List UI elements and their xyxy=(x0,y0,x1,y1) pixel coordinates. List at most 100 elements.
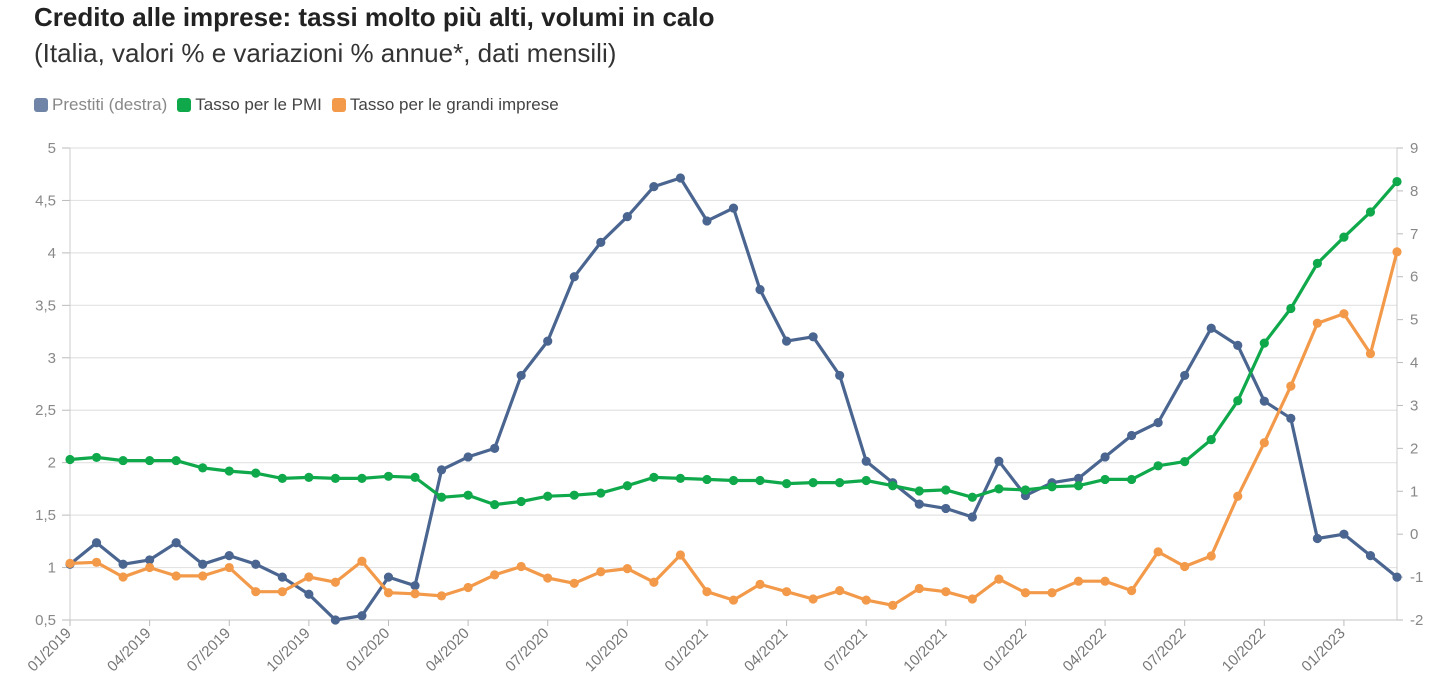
data-point-prestiti[interactable] xyxy=(569,272,579,282)
legend-item-grandi-imprese[interactable]: Tasso per le grandi imprese xyxy=(331,95,559,115)
data-point-prestiti[interactable] xyxy=(436,465,447,475)
data-point-grandi-imprese[interactable] xyxy=(436,591,447,601)
data-point-grandi-imprese[interactable] xyxy=(967,594,977,604)
data-point-pmi[interactable] xyxy=(410,472,420,482)
data-point-prestiti[interactable] xyxy=(277,572,287,582)
data-point-grandi-imprese[interactable] xyxy=(1392,247,1402,257)
data-point-pmi[interactable] xyxy=(1206,434,1216,445)
data-point-grandi-imprese[interactable] xyxy=(1180,561,1190,572)
data-point-pmi[interactable] xyxy=(251,468,261,478)
data-point-grandi-imprese[interactable] xyxy=(755,579,765,589)
data-point-pmi[interactable] xyxy=(649,472,659,482)
data-point-grandi-imprese[interactable] xyxy=(91,557,102,567)
data-point-pmi[interactable] xyxy=(569,490,579,500)
data-point-grandi-imprese[interactable] xyxy=(596,567,606,577)
data-point-pmi[interactable] xyxy=(490,500,500,510)
data-point-prestiti[interactable] xyxy=(1259,396,1269,406)
data-point-pmi[interactable] xyxy=(1127,474,1137,485)
data-point-prestiti[interactable] xyxy=(304,589,314,599)
data-point-grandi-imprese[interactable] xyxy=(941,587,951,597)
data-point-pmi[interactable] xyxy=(357,473,367,483)
data-point-prestiti[interactable] xyxy=(118,559,128,569)
data-point-grandi-imprese[interactable] xyxy=(543,573,553,583)
data-point-grandi-imprese[interactable] xyxy=(649,577,659,587)
data-point-prestiti[interactable] xyxy=(1233,340,1243,350)
data-point-pmi[interactable] xyxy=(383,471,394,481)
data-point-grandi-imprese[interactable] xyxy=(1206,551,1216,561)
data-point-pmi[interactable] xyxy=(994,484,1004,494)
legend-item-prestiti[interactable]: Prestiti (destra) xyxy=(34,95,167,115)
data-point-pmi[interactable] xyxy=(835,477,845,488)
data-point-grandi-imprese[interactable] xyxy=(65,558,75,568)
data-point-grandi-imprese[interactable] xyxy=(1286,381,1296,391)
data-point-pmi[interactable] xyxy=(1365,207,1376,217)
data-point-pmi[interactable] xyxy=(702,474,712,485)
data-point-prestiti[interactable] xyxy=(596,237,606,247)
data-point-pmi[interactable] xyxy=(622,481,632,491)
data-point-grandi-imprese[interactable] xyxy=(835,586,845,596)
data-point-prestiti[interactable] xyxy=(1206,323,1216,333)
data-point-grandi-imprese[interactable] xyxy=(463,582,473,593)
data-point-pmi[interactable] xyxy=(914,486,924,496)
data-point-prestiti[interactable] xyxy=(941,503,951,514)
data-point-prestiti[interactable] xyxy=(543,336,553,346)
data-point-pmi[interactable] xyxy=(1153,461,1163,471)
data-point-prestiti[interactable] xyxy=(224,551,234,561)
data-point-prestiti[interactable] xyxy=(675,173,686,183)
data-point-pmi[interactable] xyxy=(516,496,526,507)
data-point-pmi[interactable] xyxy=(861,475,871,486)
data-point-prestiti[interactable] xyxy=(198,559,208,569)
data-point-prestiti[interactable] xyxy=(835,370,845,381)
data-point-prestiti[interactable] xyxy=(145,555,155,565)
data-point-prestiti[interactable] xyxy=(1153,418,1163,428)
data-point-grandi-imprese[interactable] xyxy=(516,561,526,572)
data-point-grandi-imprese[interactable] xyxy=(1312,318,1322,328)
data-point-pmi[interactable] xyxy=(1392,176,1402,187)
data-point-prestiti[interactable] xyxy=(781,336,792,346)
data-point-pmi[interactable] xyxy=(145,455,155,466)
data-point-pmi[interactable] xyxy=(91,452,102,463)
data-point-prestiti[interactable] xyxy=(649,182,659,192)
data-point-grandi-imprese[interactable] xyxy=(728,595,739,605)
data-point-prestiti[interactable] xyxy=(728,203,739,213)
data-point-pmi[interactable] xyxy=(781,479,792,489)
data-point-pmi[interactable] xyxy=(463,490,473,500)
data-point-grandi-imprese[interactable] xyxy=(675,550,686,560)
data-point-prestiti[interactable] xyxy=(861,456,871,466)
data-point-pmi[interactable] xyxy=(543,491,553,501)
data-point-pmi[interactable] xyxy=(808,477,818,488)
data-point-prestiti[interactable] xyxy=(463,452,473,462)
data-point-grandi-imprese[interactable] xyxy=(888,600,898,610)
data-point-grandi-imprese[interactable] xyxy=(330,577,340,587)
data-point-grandi-imprese[interactable] xyxy=(1020,588,1031,598)
data-point-pmi[interactable] xyxy=(224,466,234,476)
data-point-grandi-imprese[interactable] xyxy=(914,583,924,594)
data-point-grandi-imprese[interactable] xyxy=(1100,576,1110,586)
data-point-prestiti[interactable] xyxy=(1392,572,1402,582)
data-point-pmi[interactable] xyxy=(198,463,208,473)
data-point-prestiti[interactable] xyxy=(171,538,181,548)
data-point-pmi[interactable] xyxy=(1100,474,1110,485)
data-point-pmi[interactable] xyxy=(728,475,739,486)
data-point-prestiti[interactable] xyxy=(516,370,526,381)
data-point-grandi-imprese[interactable] xyxy=(410,589,420,599)
data-point-grandi-imprese[interactable] xyxy=(1153,547,1163,557)
data-point-pmi[interactable] xyxy=(1286,303,1296,314)
data-point-grandi-imprese[interactable] xyxy=(569,578,579,588)
data-point-pmi[interactable] xyxy=(330,473,340,483)
data-point-prestiti[interactable] xyxy=(702,216,712,226)
data-point-grandi-imprese[interactable] xyxy=(994,574,1004,584)
data-point-prestiti[interactable] xyxy=(91,538,102,548)
data-point-prestiti[interactable] xyxy=(1365,551,1376,561)
data-point-pmi[interactable] xyxy=(888,481,898,491)
data-point-pmi[interactable] xyxy=(1259,338,1269,348)
data-point-pmi[interactable] xyxy=(755,475,765,486)
data-point-grandi-imprese[interactable] xyxy=(277,587,287,597)
data-point-prestiti[interactable] xyxy=(357,611,367,621)
data-point-pmi[interactable] xyxy=(277,473,287,483)
data-point-grandi-imprese[interactable] xyxy=(198,571,208,581)
data-point-grandi-imprese[interactable] xyxy=(1259,438,1269,448)
data-point-grandi-imprese[interactable] xyxy=(490,570,500,580)
data-point-grandi-imprese[interactable] xyxy=(224,562,234,573)
data-point-grandi-imprese[interactable] xyxy=(171,571,181,581)
